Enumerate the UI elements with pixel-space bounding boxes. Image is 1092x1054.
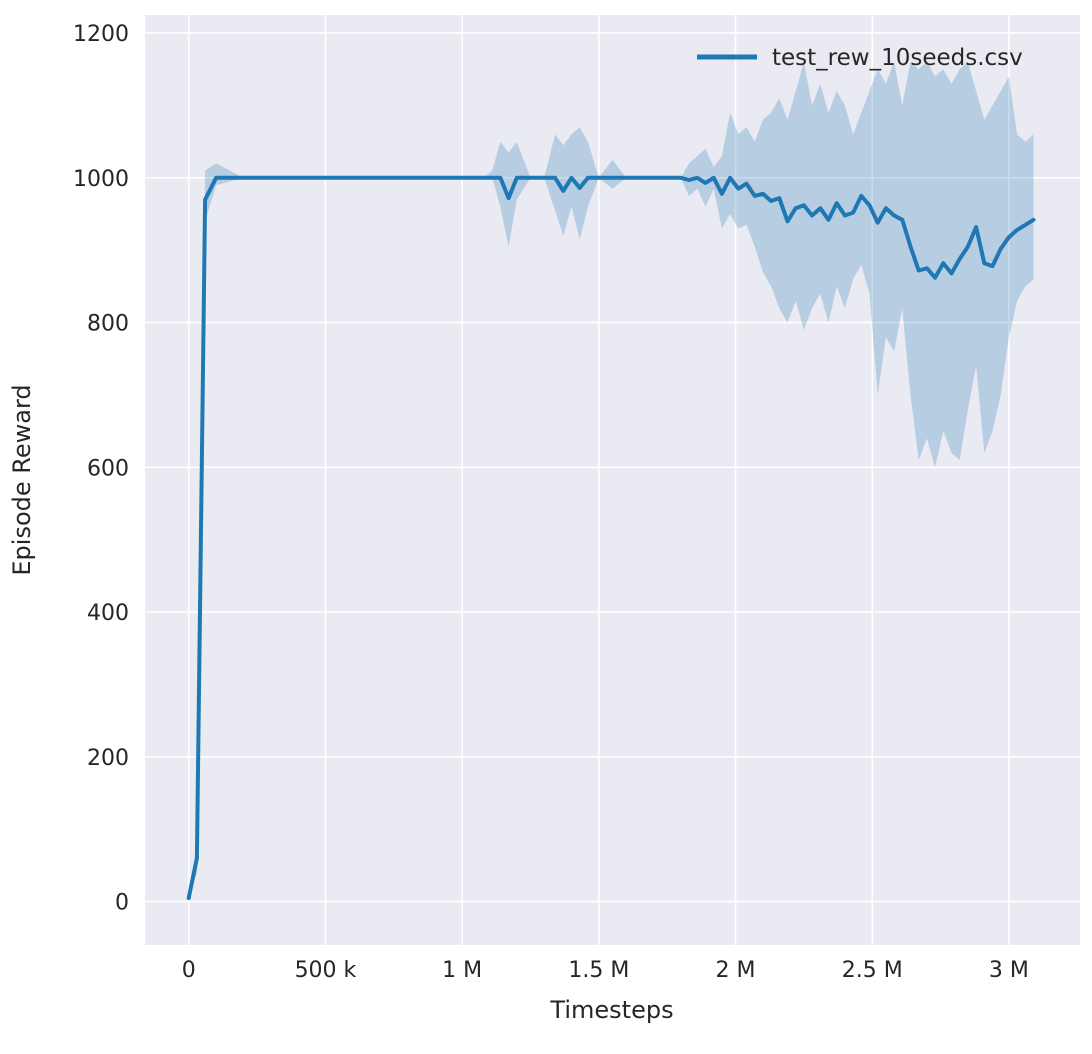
y-axis-tick-labels: 0 200 400 600 800 1000 1200 xyxy=(73,22,129,915)
y-tick-label: 400 xyxy=(87,601,129,626)
y-tick-label: 1200 xyxy=(73,22,129,47)
x-tick-label: 0 xyxy=(182,958,196,983)
y-axis-label: Episode Reward xyxy=(8,384,36,575)
x-tick-label: 1 M xyxy=(442,958,482,983)
y-tick-label: 800 xyxy=(87,312,129,337)
legend: test_rew_10seeds.csv xyxy=(697,45,1023,71)
x-axis-tick-labels: 0 500 k 1 M 1.5 M 2 M 2.5 M 3 M xyxy=(182,958,1029,983)
x-tick-label: 3 M xyxy=(989,958,1029,983)
y-tick-label: 1000 xyxy=(73,167,129,192)
y-tick-label: 200 xyxy=(87,746,129,771)
x-tick-label: 1.5 M xyxy=(568,958,629,983)
y-tick-label: 0 xyxy=(115,891,129,916)
mean-reward-line xyxy=(186,175,1036,900)
y-tick-label: 600 xyxy=(87,456,129,481)
legend-series-label: test_rew_10seeds.csv xyxy=(772,45,1023,71)
plot-background xyxy=(145,15,1080,945)
confidence-band xyxy=(188,62,1034,898)
x-axis-label: Timesteps xyxy=(549,996,673,1024)
x-tick-label: 2.5 M xyxy=(842,958,903,983)
x-tick-label: 500 k xyxy=(295,958,357,983)
x-tick-label: 2 M xyxy=(716,958,756,983)
gridlines xyxy=(145,15,1080,945)
